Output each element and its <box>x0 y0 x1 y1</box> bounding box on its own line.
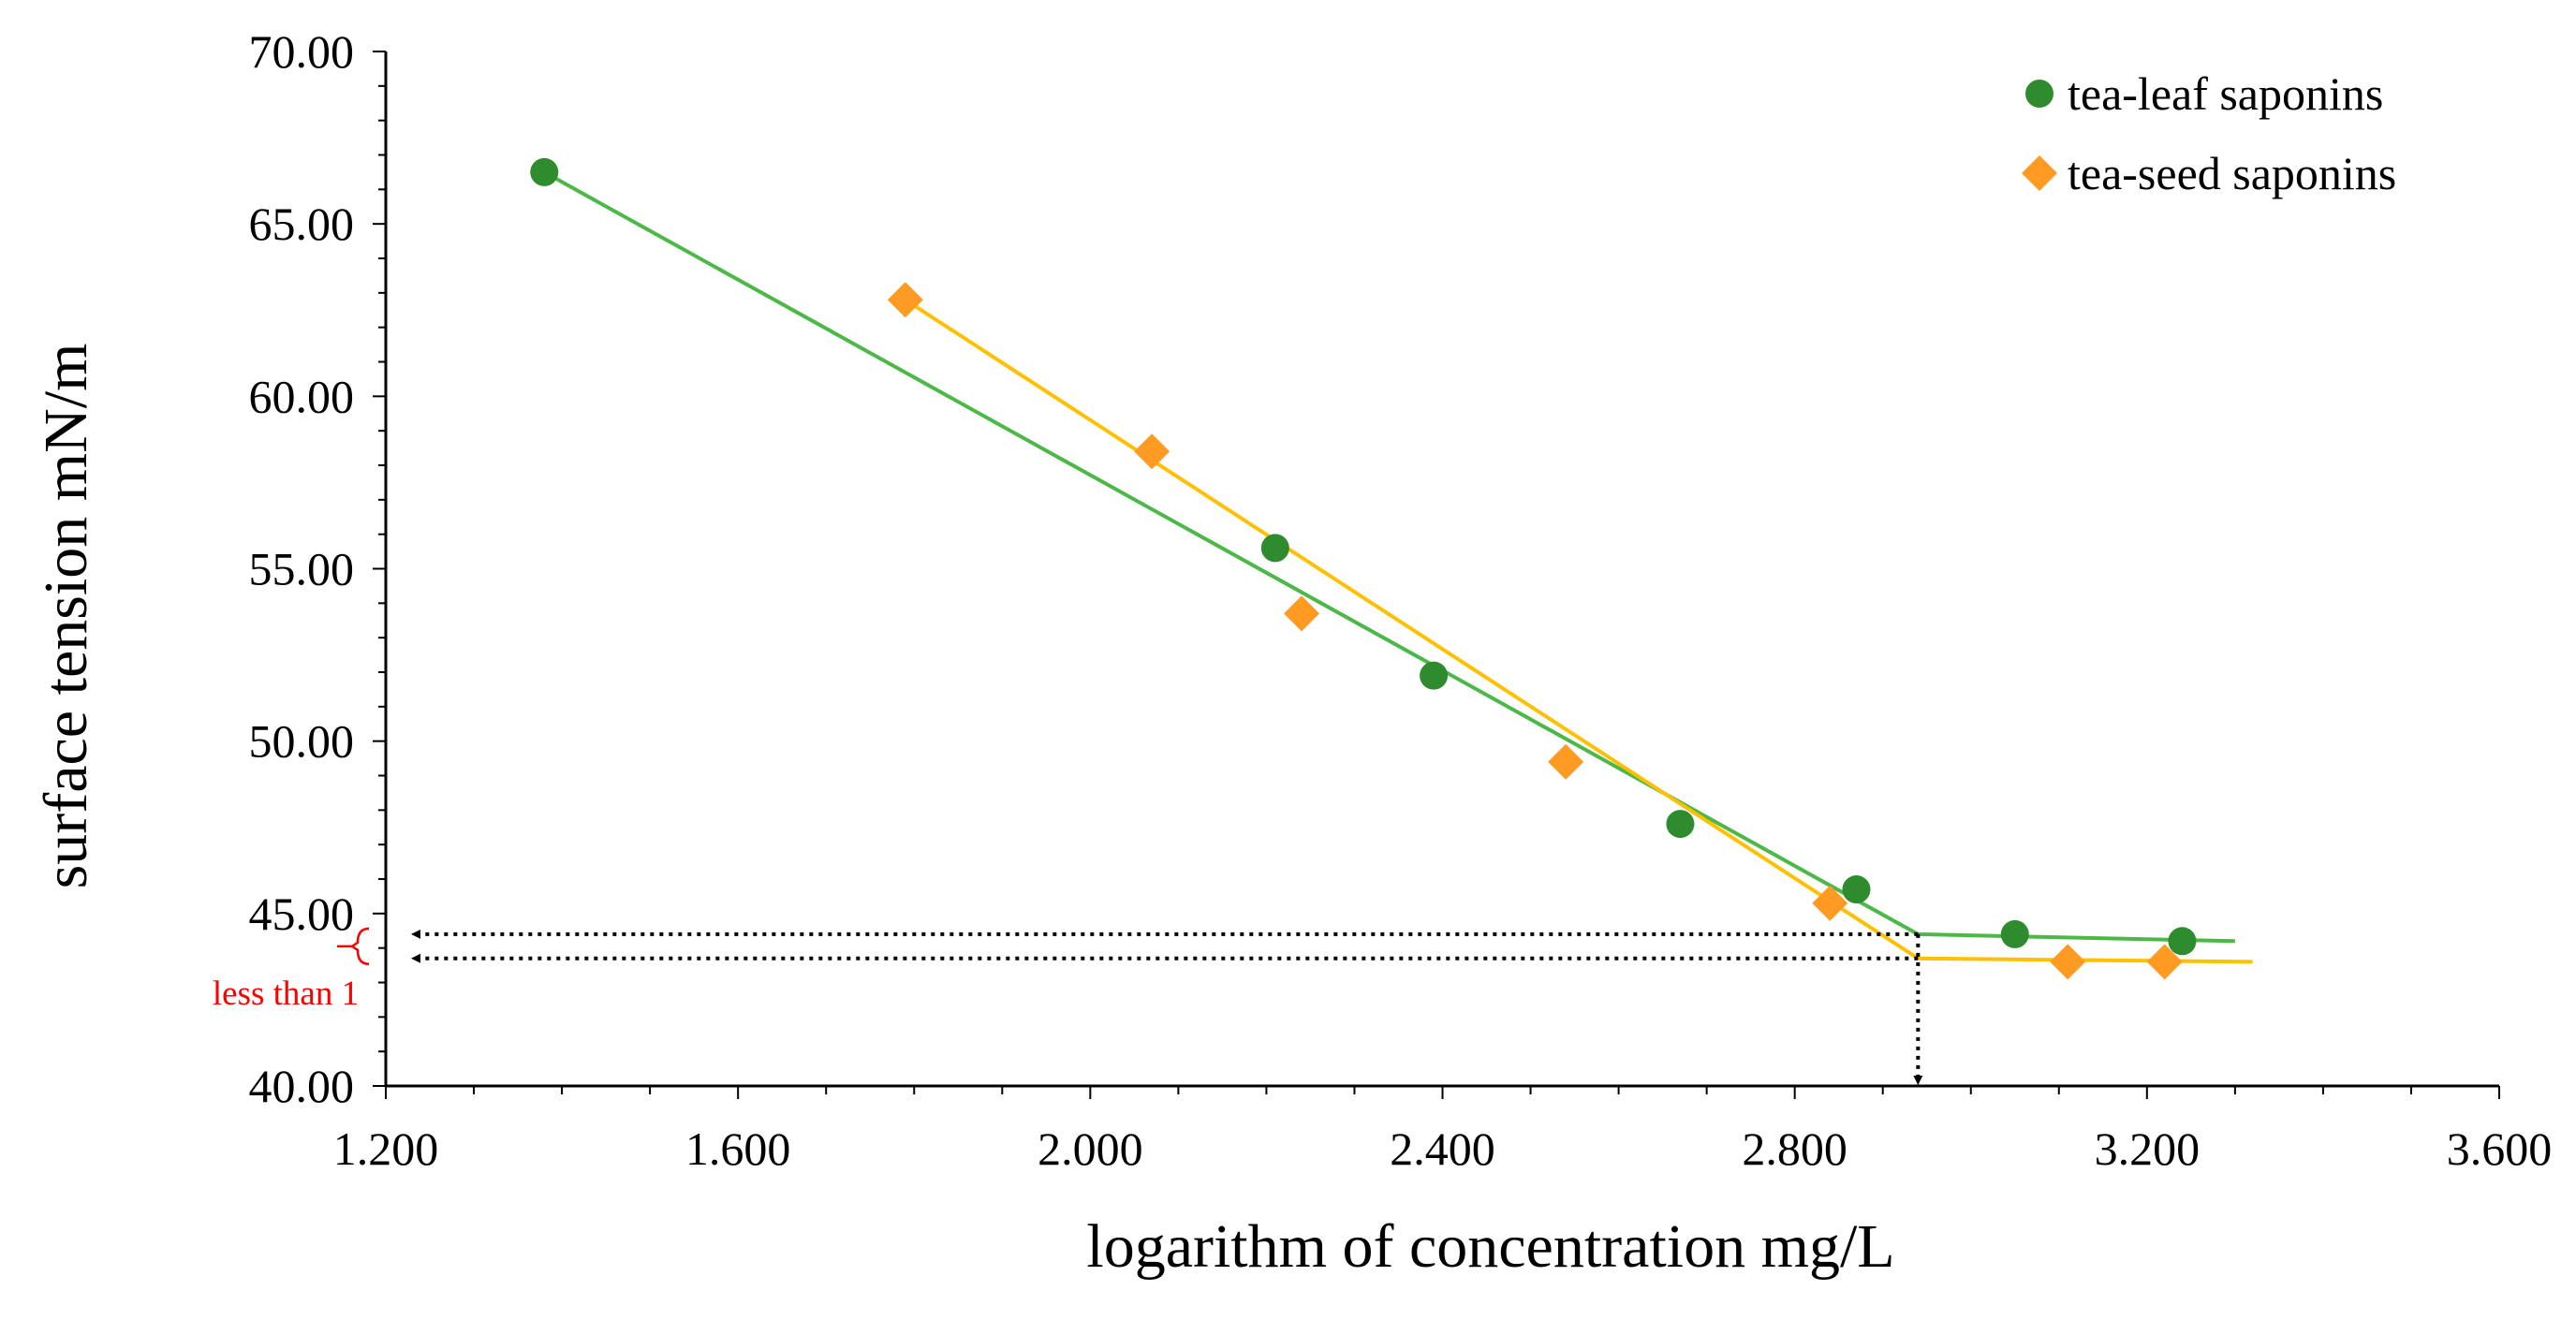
fit-line-leaf <box>543 170 1920 936</box>
x-axis-title: logarithm of concentration mg/L <box>1086 1212 1894 1281</box>
fit-line-seed <box>904 298 1920 961</box>
data-points <box>530 157 2197 980</box>
tea-seed-point <box>2146 944 2183 980</box>
legend-marker-leaf <box>2025 80 2053 108</box>
x-tick-label: 2.000 <box>1038 1122 1143 1175</box>
fit-line-seed <box>1918 956 2253 964</box>
tea-leaf-point <box>1420 661 1449 690</box>
tea-leaf-point <box>530 157 559 186</box>
tea-seed-point <box>1548 743 1584 780</box>
difference-annotation-label: less than 1 <box>213 975 359 1013</box>
tea-leaf-point <box>1666 810 1695 839</box>
axes: 40.00 45.00 50.00 55.00 60.00 65.00 70.00 1.200… <box>249 25 2553 1175</box>
tea-seed-point <box>2050 944 2086 980</box>
y-tick-label: 60.00 <box>249 370 355 422</box>
x-tick-label: 3.200 <box>2095 1122 2201 1175</box>
legend: tea-leaf saponins tea-seed saponins <box>2022 67 2396 199</box>
fit-lines <box>543 170 2253 964</box>
legend-label: tea-leaf saponins <box>2068 67 2383 120</box>
y-tick-label: 50.00 <box>249 715 355 768</box>
y-tick-label: 45.00 <box>249 887 355 940</box>
y-tick-label: 40.00 <box>249 1060 355 1112</box>
tea-seed-point <box>1812 885 1848 921</box>
y-tick-label: 70.00 <box>249 25 355 78</box>
tea-leaf-point <box>1260 534 1289 563</box>
axis-titles: logarithm of concentration mg/L surface … <box>32 344 1895 1281</box>
x-tick-label: 2.800 <box>1742 1122 1847 1175</box>
y-axis-title: surface tension mN/m <box>32 344 100 889</box>
x-tick-label: 1.200 <box>333 1122 439 1175</box>
tea-leaf-point <box>1842 875 1871 904</box>
tea-seed-point <box>1134 433 1170 470</box>
legend-marker-seed <box>2022 155 2057 191</box>
x-tick-label: 1.600 <box>685 1122 791 1175</box>
tea-leaf-point <box>2000 919 2029 948</box>
y-tick-label: 55.00 <box>249 543 355 595</box>
legend-label: tea-seed saponins <box>2068 147 2396 199</box>
x-tick-label: 2.400 <box>1390 1122 1495 1175</box>
tea-leaf-point <box>2168 927 2197 956</box>
tea-seed-point <box>1284 595 1320 632</box>
difference-bracket <box>349 927 370 965</box>
tea-seed-point <box>887 282 923 318</box>
x-tick-label: 3.600 <box>2447 1122 2553 1175</box>
y-tick-label: 65.00 <box>249 198 355 250</box>
reference-lines <box>337 927 1923 1085</box>
